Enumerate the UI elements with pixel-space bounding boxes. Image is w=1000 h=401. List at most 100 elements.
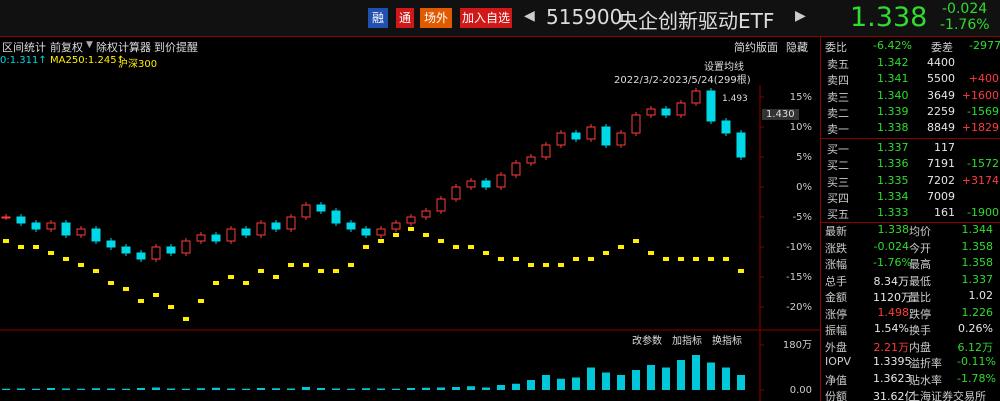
index-mark xyxy=(633,239,639,243)
book-label: 卖四 xyxy=(827,74,849,88)
book-label: 卖二 xyxy=(827,106,849,120)
price-tag: 1.430 xyxy=(762,109,799,120)
index-mark xyxy=(303,263,309,267)
index-mark xyxy=(378,239,384,243)
volume-bar xyxy=(512,383,520,390)
badge[interactable]: 加入自选 xyxy=(460,8,512,28)
candle-body xyxy=(256,222,266,236)
indicator-button[interactable]: 加指标 xyxy=(672,336,702,347)
badge[interactable]: 场外 xyxy=(420,8,452,28)
settings-button[interactable]: 设置均线 xyxy=(704,62,744,73)
candle-body xyxy=(721,120,731,134)
separator xyxy=(821,222,1000,223)
stat-value: 1.02 xyxy=(968,289,994,302)
volume-bar xyxy=(227,388,235,390)
book-label: 买三 xyxy=(827,175,849,189)
badge[interactable]: 融 xyxy=(368,8,388,28)
y-tick-label: 15% xyxy=(790,92,812,103)
index-mark xyxy=(558,263,564,267)
volume-bar xyxy=(722,367,730,390)
y-tick-label: 180万 xyxy=(783,340,812,351)
stat-value: -0.11% xyxy=(957,355,996,368)
volume-bar xyxy=(242,388,250,390)
volume-bar xyxy=(287,388,295,390)
book-label: 买二 xyxy=(827,159,849,173)
book-label: 卖一 xyxy=(827,123,849,137)
book-volume: 117 xyxy=(934,141,955,154)
index-mark xyxy=(678,257,684,261)
badge[interactable]: 通 xyxy=(396,8,414,28)
candle-body xyxy=(211,234,221,242)
stat-label: 振幅 xyxy=(825,324,847,337)
volume-bar xyxy=(32,388,40,390)
candle-body xyxy=(616,132,626,146)
book-label: 买四 xyxy=(827,191,849,205)
candle-body xyxy=(661,108,671,116)
candle-body xyxy=(436,198,446,212)
candle-body xyxy=(631,114,641,134)
volume-bar xyxy=(392,388,400,390)
candle-body xyxy=(106,240,116,248)
index-mark xyxy=(408,227,414,231)
book-change: +400 xyxy=(968,72,999,86)
tool-button[interactable]: 前复权 xyxy=(50,41,83,54)
index-mark xyxy=(588,257,594,261)
index-mark xyxy=(78,263,84,267)
index-mark xyxy=(573,257,579,261)
stat-value: 0.26% xyxy=(958,322,993,335)
book-label: 买五 xyxy=(827,208,849,222)
range-label: 2022/3/2-2023/5/24(299根) xyxy=(614,75,751,86)
y-tick-label: 10% xyxy=(790,122,812,133)
stat-label: 均价 xyxy=(909,225,931,238)
volume-bar xyxy=(17,388,25,390)
candle-body xyxy=(316,204,326,212)
index-mark xyxy=(333,269,339,273)
index-mark xyxy=(48,251,54,255)
volume-bar xyxy=(737,375,745,390)
index-mark xyxy=(153,293,159,297)
candle-body xyxy=(136,252,146,260)
book-label: 买一 xyxy=(827,143,849,156)
candle-body xyxy=(391,222,401,230)
index-mark xyxy=(708,257,714,261)
candle-body xyxy=(601,126,611,146)
book-volume: 7009 xyxy=(927,189,955,203)
tool-button[interactable]: 简约版面 xyxy=(734,41,778,54)
candle-body xyxy=(451,186,461,200)
change: -0.024 xyxy=(942,1,988,17)
index-mark xyxy=(228,275,234,279)
volume-bar xyxy=(422,387,430,390)
indicator-button[interactable]: 换指标 xyxy=(712,336,742,347)
candle-body xyxy=(481,180,491,188)
book-label: 卖三 xyxy=(827,90,849,104)
candle-body xyxy=(271,222,281,230)
book-change: -1572 xyxy=(967,157,999,171)
volume-bar xyxy=(617,375,625,390)
tool-button[interactable]: 到价提醒 xyxy=(154,41,198,54)
tool-button[interactable]: 隐藏 xyxy=(786,41,808,54)
volume-bar xyxy=(557,378,565,390)
stat-label: 换手 xyxy=(909,324,931,337)
stat-value: 1.358 xyxy=(961,256,994,269)
book-price: 1.334 xyxy=(877,189,909,203)
indicator-button[interactable]: 改参数 xyxy=(632,336,662,347)
tool-button[interactable]: 除权计算器 xyxy=(96,41,151,54)
quote-panel: 委比 -6.42% 委差 -2977 卖五 1.342 4400 卖四 1.341 5500 +40… xyxy=(820,36,1000,401)
volume-bar xyxy=(662,367,670,390)
book-volume: 5500 xyxy=(927,72,955,86)
index-mark xyxy=(138,299,144,303)
volume-bar xyxy=(107,388,115,390)
stat-label: 涨幅 xyxy=(825,258,847,271)
book-volume: 7191 xyxy=(927,157,955,171)
high-label: 1.493 xyxy=(722,94,748,104)
index-mark xyxy=(603,251,609,255)
stock-code: 515900 xyxy=(546,5,623,29)
index-mark xyxy=(288,263,294,267)
stat-value: 1.358 xyxy=(961,239,994,253)
candle-body xyxy=(16,216,26,224)
tool-button[interactable]: 区间统计 xyxy=(2,41,46,54)
book-volume: 8849 xyxy=(927,121,955,135)
volume-bar xyxy=(632,370,640,390)
next-arrow: ▶ xyxy=(795,8,806,24)
index-mark xyxy=(738,269,744,273)
